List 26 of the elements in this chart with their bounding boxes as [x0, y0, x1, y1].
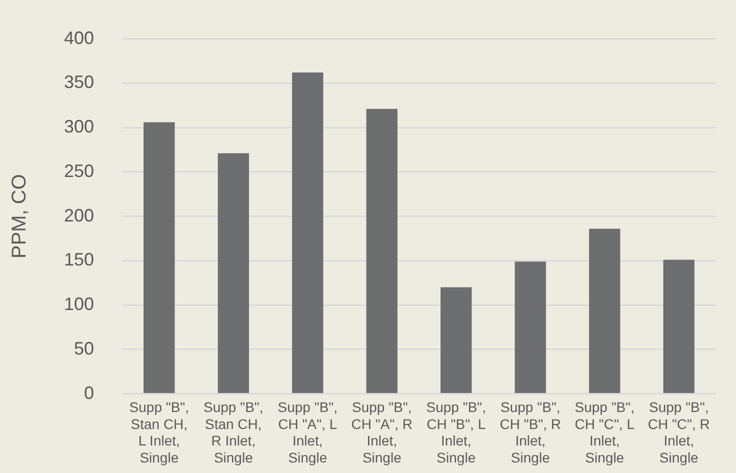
y-tick-label: 200 [64, 205, 94, 226]
y-tick-label: 400 [64, 28, 94, 48]
x-tick-label: Supp "B", CH "C", L Inlet, Single [574, 399, 635, 466]
x-tick-label: Supp "B", CH "A", L Inlet, Single [278, 399, 338, 466]
y-tick-label: 250 [64, 160, 94, 181]
y-tick-label: 0 [84, 382, 94, 403]
y-tick-label: 50 [74, 338, 94, 358]
y-tick-label: 300 [64, 116, 94, 137]
y-tick-label: 100 [64, 294, 94, 314]
x-tick-label: Supp "B", CH "B", R Inlet, Single [500, 399, 562, 466]
x-tick-label: Supp "B", CH "C", R Inlet, Single [648, 399, 710, 466]
bar [144, 122, 175, 394]
x-tick-label: Supp "B", CH "B", L Inlet, Single [426, 399, 486, 466]
bar [663, 260, 694, 394]
bar [218, 153, 249, 394]
x-tick-label: Supp "B", Stan CH, R Inlet, Single [204, 399, 264, 466]
bar [589, 228, 620, 394]
bar [292, 72, 324, 394]
bar [366, 108, 398, 394]
x-tick-label: Supp "B", Stan CH, L Inlet, Single [129, 399, 190, 466]
x-tick-label: Supp "B", CH "A", R Inlet, Single [351, 399, 413, 466]
bar [440, 287, 472, 394]
y-tick-label: 350 [64, 72, 94, 92]
y-tick-label: 150 [64, 250, 94, 270]
y-axis-title: PPM, CO [8, 174, 31, 259]
bar [514, 262, 546, 394]
